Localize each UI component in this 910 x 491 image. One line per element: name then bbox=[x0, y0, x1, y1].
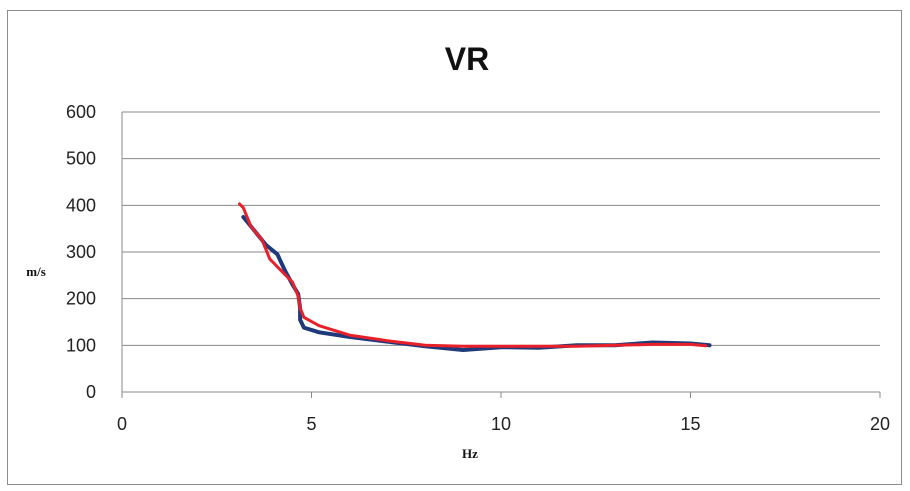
y-tick-label: 100 bbox=[66, 335, 96, 355]
series-line-2 bbox=[238, 202, 708, 348]
y-tick-label: 500 bbox=[66, 149, 96, 169]
x-tick-label: 15 bbox=[680, 414, 700, 434]
y-tick-label: 200 bbox=[66, 289, 96, 309]
x-tick-labels: 0 5 10 15 20 bbox=[117, 414, 890, 434]
y-tick-labels: 0 100 200 300 400 500 600 bbox=[66, 102, 96, 402]
y-tick-label: 600 bbox=[66, 102, 96, 122]
x-tick-label: 0 bbox=[117, 414, 127, 434]
y-tick-label: 0 bbox=[86, 382, 96, 402]
axes bbox=[121, 112, 881, 398]
series-lines bbox=[238, 202, 712, 352]
series-line-1 bbox=[241, 215, 712, 352]
x-axis-label: Hz bbox=[462, 446, 478, 461]
x-tick-label: 20 bbox=[870, 414, 890, 434]
chart-title: VR bbox=[445, 41, 489, 77]
y-tick-label: 400 bbox=[66, 195, 96, 215]
grid-lines bbox=[122, 111, 880, 346]
y-tick-label: 300 bbox=[66, 242, 96, 262]
x-tick-label: 5 bbox=[306, 414, 316, 434]
chart-frame bbox=[7, 10, 902, 485]
x-tick-label: 10 bbox=[491, 414, 511, 434]
y-axis-label: m/s bbox=[26, 264, 46, 279]
